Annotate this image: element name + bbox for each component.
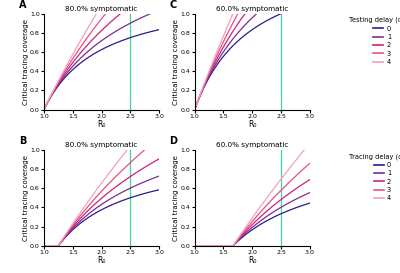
Title: 60.0% symptomatic: 60.0% symptomatic	[216, 142, 288, 148]
X-axis label: R₀: R₀	[248, 120, 256, 129]
Y-axis label: Critical tracing coverage: Critical tracing coverage	[22, 155, 28, 241]
Title: 80.0% symptomatic: 80.0% symptomatic	[65, 142, 138, 148]
Title: 80.0% symptomatic: 80.0% symptomatic	[65, 6, 138, 12]
Y-axis label: Critical tracing coverage: Critical tracing coverage	[22, 19, 28, 105]
X-axis label: R₀: R₀	[97, 256, 106, 265]
X-axis label: R₀: R₀	[97, 120, 106, 129]
Y-axis label: Critical tracing coverage: Critical tracing coverage	[173, 155, 179, 241]
Text: A: A	[19, 0, 26, 10]
Legend: 0, 1, 2, 3, 4: 0, 1, 2, 3, 4	[349, 153, 400, 201]
Text: C: C	[169, 0, 177, 10]
Text: D: D	[169, 136, 177, 146]
Title: 60.0% symptomatic: 60.0% symptomatic	[216, 6, 288, 12]
Legend: 0, 1, 2, 3, 4: 0, 1, 2, 3, 4	[349, 17, 400, 65]
Text: B: B	[19, 136, 26, 146]
Y-axis label: Critical tracing coverage: Critical tracing coverage	[173, 19, 179, 105]
X-axis label: R₀: R₀	[248, 256, 256, 265]
